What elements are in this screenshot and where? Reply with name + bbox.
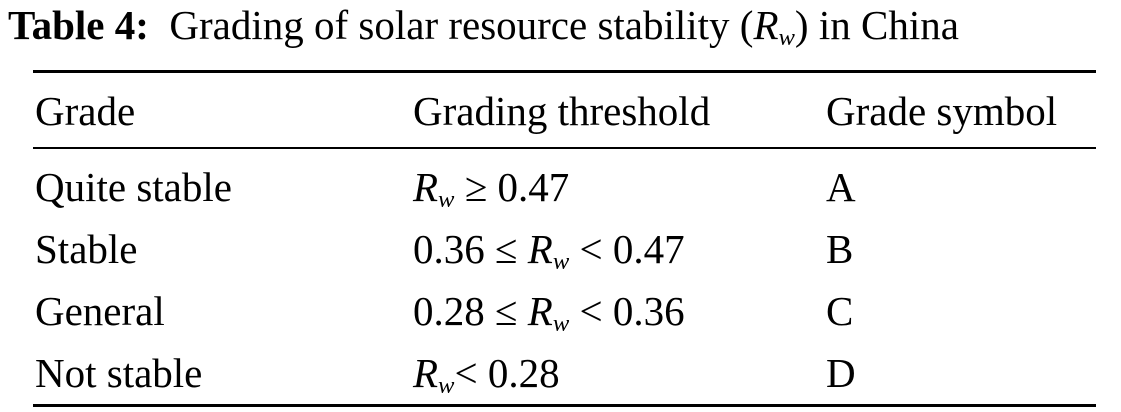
- caption-var-sub: w: [778, 24, 795, 52]
- bottom-rule: [33, 404, 1096, 407]
- row-3-threshold: 0.28 ≤ Rw < 0.36: [413, 288, 685, 338]
- row-4-symbol: D: [826, 350, 856, 396]
- header-grading-threshold: Grading threshold: [413, 88, 711, 134]
- header-grade: Grade: [35, 88, 136, 134]
- row-3-grade: General: [35, 288, 165, 334]
- row-1-symbol: A: [826, 164, 856, 210]
- row-3-symbol: C: [826, 288, 854, 334]
- header-rule: [33, 147, 1096, 149]
- row-2-grade: Stable: [35, 226, 138, 272]
- caption-text-before: Grading of solar resource stability (: [169, 2, 754, 48]
- row-4-threshold: Rw< 0.28: [413, 350, 560, 400]
- row-2-symbol: B: [826, 226, 854, 272]
- caption-text-after: ) in China: [794, 2, 959, 48]
- row-1-grade: Quite stable: [35, 164, 232, 210]
- header-grade-symbol: Grade symbol: [826, 88, 1058, 134]
- row-2-threshold: 0.36 ≤ Rw < 0.47: [413, 226, 685, 276]
- caption-var: R: [753, 2, 779, 48]
- row-4-grade: Not stable: [35, 350, 203, 396]
- table-label: Table 4:: [8, 2, 149, 48]
- table-caption: Table 4: Grading of solar resource stabi…: [8, 0, 959, 50]
- top-rule: [33, 70, 1096, 73]
- row-1-threshold: Rw ≥ 0.47: [413, 164, 570, 214]
